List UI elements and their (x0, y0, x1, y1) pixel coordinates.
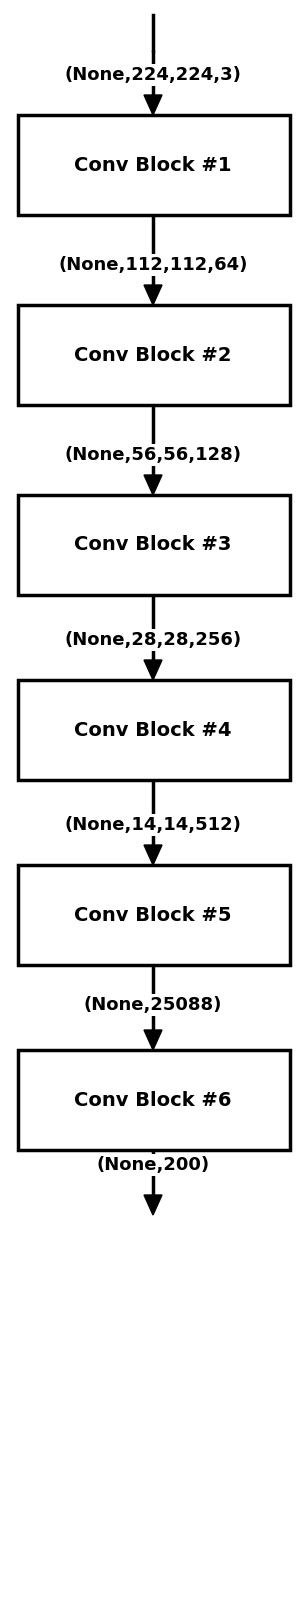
Text: (None,28,28,256): (None,28,28,256) (65, 631, 241, 648)
Polygon shape (144, 1030, 162, 1051)
Text: (None,112,112,64): (None,112,112,64) (58, 256, 248, 274)
Bar (18, 114, 290, 216)
Text: (None,25088): (None,25088) (84, 996, 222, 1014)
Text: (None,56,56,128): (None,56,56,128) (65, 446, 241, 463)
Text: (None,112,112,64): (None,112,112,64) (58, 256, 248, 274)
Text: Conv Block #3: Conv Block #3 (74, 536, 232, 555)
Text: Conv Block #1: Conv Block #1 (74, 156, 232, 174)
Polygon shape (144, 95, 162, 114)
Text: (None,14,14,512): (None,14,14,512) (65, 816, 241, 833)
Polygon shape (144, 285, 162, 306)
Text: (None,224,224,3): (None,224,224,3) (65, 66, 241, 84)
Polygon shape (144, 660, 162, 681)
Text: (None,28,28,256): (None,28,28,256) (65, 631, 241, 648)
Text: Conv Block #5: Conv Block #5 (74, 906, 232, 925)
Polygon shape (144, 845, 162, 866)
Bar (18, 1051, 290, 1150)
Bar (18, 306, 290, 405)
Bar (18, 496, 290, 595)
Polygon shape (144, 1195, 162, 1215)
Text: (None,25088): (None,25088) (84, 996, 222, 1014)
Text: Conv Block #6: Conv Block #6 (74, 1091, 232, 1110)
Text: Conv Block #2: Conv Block #2 (74, 346, 232, 365)
Text: (None,56,56,128): (None,56,56,128) (65, 446, 241, 463)
Text: (None,14,14,512): (None,14,14,512) (65, 816, 241, 833)
Text: (None,224,224,3): (None,224,224,3) (65, 66, 241, 84)
Bar (18, 681, 290, 780)
Text: Conv Block #4: Conv Block #4 (74, 721, 232, 740)
Bar (18, 866, 290, 965)
Text: (None,200): (None,200) (96, 1155, 210, 1175)
Polygon shape (144, 475, 162, 496)
Text: (None,200): (None,200) (96, 1155, 210, 1175)
